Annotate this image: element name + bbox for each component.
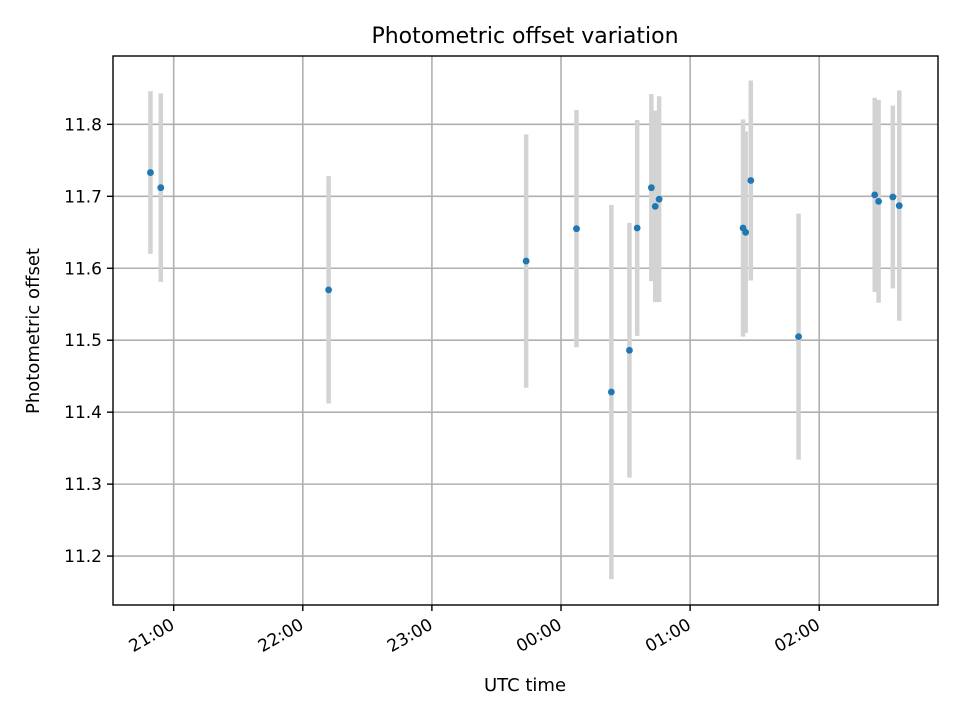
data-point	[325, 286, 333, 294]
data-point	[147, 169, 154, 176]
data-points	[147, 169, 903, 396]
data-point	[522, 257, 530, 265]
data-point	[871, 191, 879, 199]
x-axis-label: UTC time	[484, 675, 566, 696]
data-point	[889, 193, 897, 201]
y-tick-label: 11.6	[64, 259, 102, 279]
data-point	[573, 225, 580, 233]
x-tick-label: 01:00	[642, 615, 694, 657]
plot-frame	[112, 55, 939, 606]
y-tick-label: 11.3	[64, 475, 102, 495]
data-point	[655, 195, 663, 203]
x-tick-label: 00:00	[513, 615, 565, 657]
chart-title: Photometric offset variation	[371, 24, 678, 49]
data-point	[875, 197, 883, 205]
y-tick-label: 11.5	[64, 331, 102, 351]
x-tick-label: 21:00	[126, 615, 178, 657]
error-bars	[148, 80, 902, 580]
y-tick-label: 11.4	[64, 403, 102, 423]
data-point	[742, 228, 750, 236]
data-point	[633, 224, 641, 232]
x-tick-label: 22:00	[255, 615, 307, 657]
x-tick-label: 23:00	[384, 615, 436, 657]
data-point	[795, 333, 802, 341]
data-point	[626, 346, 633, 354]
data-point	[895, 202, 903, 210]
y-tick-label: 11.7	[64, 187, 102, 207]
data-point	[157, 184, 165, 192]
data-point	[607, 388, 615, 396]
data-point	[647, 184, 655, 192]
data-point	[747, 177, 755, 184]
y-tick-label: 11.2	[64, 547, 102, 567]
data-point	[651, 202, 659, 210]
x-tick-label: 02:00	[771, 615, 823, 657]
y-axis-label: Photometric offset	[23, 248, 44, 414]
y-tick-label: 11.8	[64, 115, 102, 135]
